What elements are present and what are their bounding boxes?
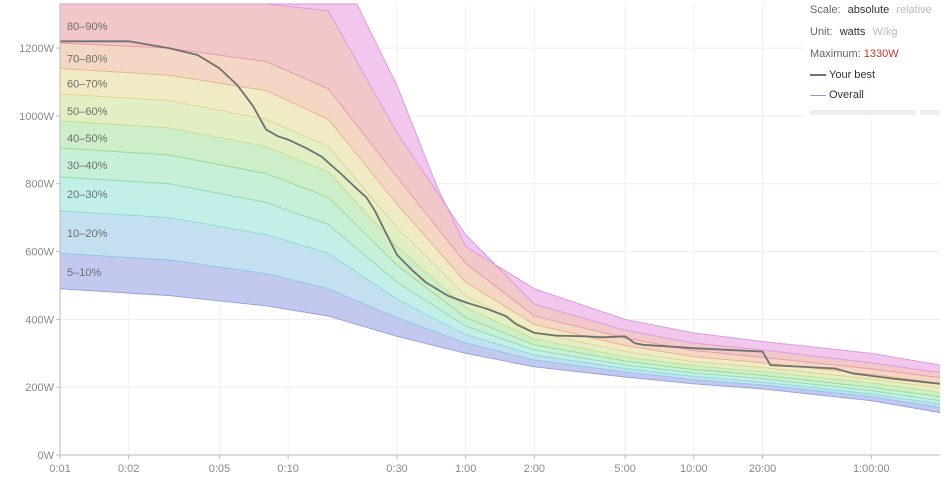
- band-boundary-line: [59, 176, 941, 402]
- band-boundary-line: [59, 120, 941, 393]
- x-tick-label: 0:10: [277, 463, 298, 475]
- x-tick-label: 1:00:00: [853, 463, 890, 475]
- band-label: 50–60%: [67, 106, 108, 118]
- y-tick-label: 1000W: [19, 111, 54, 123]
- percentile-band-lines: [59, 3, 941, 414]
- legend-scrollbar-left[interactable]: [810, 110, 916, 115]
- band-boundary-line: [59, 42, 941, 379]
- axes: 0W 200W 400W 600W 800W 1000W 1200W 0:01 0:02 0:05…: [19, 4, 940, 475]
- y-tick-label: 800W: [25, 179, 54, 191]
- x-tick-label: 0:02: [118, 463, 139, 475]
- legend-your-best[interactable]: Your best: [810, 69, 875, 81]
- percentile-band: [60, 253, 940, 413]
- x-tick-label: 20:00: [749, 463, 777, 475]
- x-tick-label: 5:00: [614, 463, 635, 475]
- overall-label: Overall: [829, 89, 864, 101]
- band-label: 30–40%: [67, 160, 108, 172]
- x-tick-label: 10:00: [680, 463, 708, 475]
- band-label: 10–20%: [67, 228, 108, 240]
- x-tick-label: 0:05: [209, 463, 230, 475]
- band-label: 40–50%: [67, 133, 108, 145]
- maximum-value[interactable]: 1330W: [863, 48, 899, 60]
- band-boundary-line: [59, 288, 941, 414]
- scale-label: Scale:: [810, 4, 841, 16]
- band-boundary-line: [59, 252, 941, 408]
- band-label: 80–90%: [67, 21, 108, 33]
- unit-watts-option[interactable]: watts: [839, 26, 866, 38]
- y-tick-label: 600W: [25, 247, 54, 259]
- band-boundary-line: [60, 3, 941, 366]
- overall-swatch: [810, 94, 826, 96]
- your-best-swatch: [810, 74, 826, 77]
- band-boundary-line: [59, 67, 941, 384]
- band-labels: 5–10% 10–20% 20–30% 30–40% 40–50% 50–60% 60–70…: [67, 21, 108, 279]
- scale-row: Scale: absolute relative: [810, 4, 932, 16]
- scale-relative-option[interactable]: relative: [896, 4, 932, 16]
- your-best-label: Your best: [829, 69, 876, 81]
- unit-wkg-option[interactable]: W/kg: [872, 26, 898, 38]
- maximum-row: Maximum: 1330W: [810, 48, 899, 60]
- x-tick-label: 2:00: [524, 463, 545, 475]
- scale-absolute-option[interactable]: absolute: [847, 4, 890, 16]
- series-layer: [60, 40, 941, 385]
- y-tick-label: 0W: [38, 450, 55, 462]
- percentile-band: [60, 210, 940, 408]
- percentile-band: [60, 93, 940, 393]
- your-best-line: [60, 40, 941, 385]
- y-tick-label: 1200W: [19, 43, 54, 55]
- x-tick-label: 1:00: [455, 463, 476, 475]
- percentile-bands: [60, 4, 940, 413]
- unit-row: Unit: watts W/kg: [810, 26, 898, 38]
- band-label: 20–30%: [67, 189, 108, 201]
- legend-overall[interactable]: Overall: [810, 89, 864, 101]
- x-tick-label: 0:01: [49, 463, 70, 475]
- legend-scrollbar-right[interactable]: [920, 110, 940, 115]
- y-tick-label: 400W: [25, 314, 54, 326]
- percentile-band: [60, 121, 940, 397]
- percentile-band: [60, 148, 940, 401]
- unit-label: Unit:: [810, 26, 833, 38]
- x-tick-label: 0:30: [386, 463, 407, 475]
- band-label: 60–70%: [67, 79, 108, 91]
- chart-options-panel: Scale: absolute relative Unit: watts W/k…: [804, 0, 948, 120]
- y-tick-label: 200W: [25, 382, 54, 394]
- band-label: 70–80%: [67, 53, 108, 65]
- maximum-label: Maximum:: [810, 48, 861, 60]
- band-boundary-line: [59, 147, 941, 398]
- percentile-band: [60, 176, 940, 405]
- band-label: 5–10%: [67, 267, 101, 279]
- band-boundary-line: [59, 210, 941, 405]
- percentile-band: [60, 4, 940, 378]
